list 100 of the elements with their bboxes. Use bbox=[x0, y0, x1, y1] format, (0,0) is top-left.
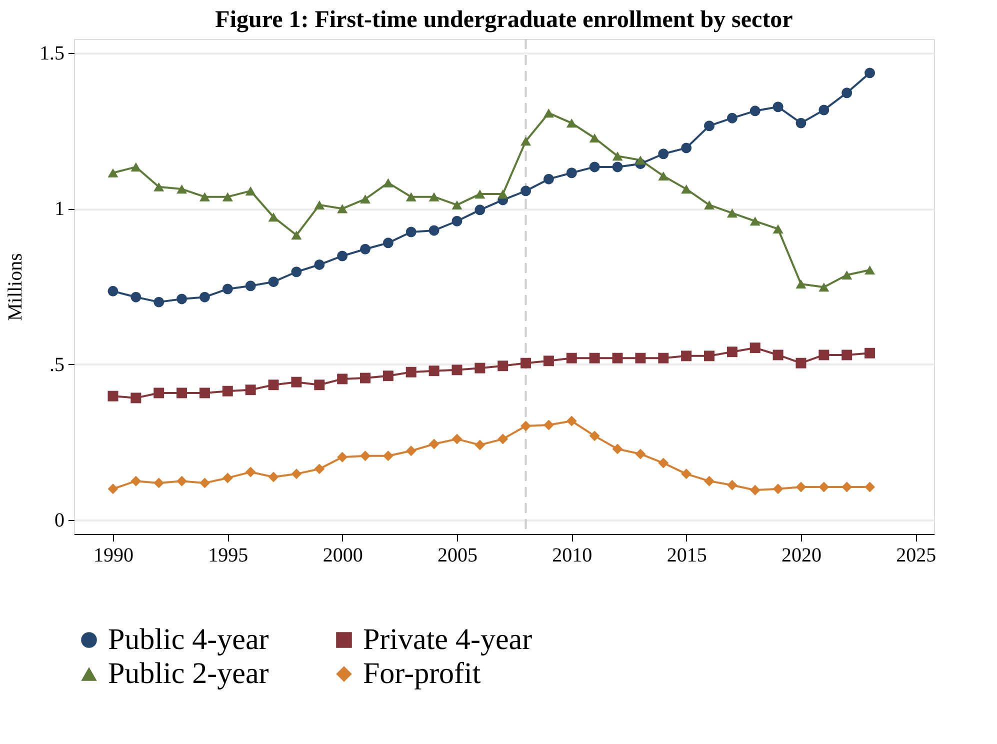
point bbox=[268, 212, 279, 222]
point bbox=[772, 484, 784, 494]
x-tick-label: 2020 bbox=[781, 544, 822, 566]
point bbox=[108, 484, 118, 494]
point bbox=[520, 186, 532, 196]
point bbox=[772, 102, 784, 112]
point bbox=[796, 482, 806, 492]
x-tick-label: 2010 bbox=[552, 544, 592, 566]
point bbox=[681, 184, 692, 194]
legend-label: Public 4-year bbox=[108, 623, 269, 656]
point bbox=[658, 171, 669, 181]
point bbox=[681, 468, 692, 480]
point bbox=[176, 476, 188, 486]
point bbox=[520, 136, 532, 146]
point bbox=[864, 482, 876, 492]
point bbox=[543, 174, 554, 184]
point bbox=[520, 420, 532, 432]
point bbox=[818, 104, 830, 116]
point bbox=[750, 106, 760, 116]
point bbox=[314, 464, 325, 474]
point bbox=[474, 204, 486, 216]
x-tick-label: 2025 bbox=[896, 544, 936, 566]
point bbox=[474, 362, 486, 374]
point bbox=[704, 476, 714, 486]
point bbox=[635, 156, 646, 165]
point bbox=[130, 476, 142, 486]
x-tick-label: 2015 bbox=[666, 544, 707, 566]
point bbox=[176, 294, 188, 304]
point bbox=[337, 204, 348, 214]
point bbox=[704, 200, 714, 210]
point bbox=[176, 184, 188, 194]
point bbox=[428, 225, 440, 236]
point bbox=[291, 468, 302, 480]
point bbox=[842, 350, 852, 360]
point bbox=[796, 118, 806, 128]
point bbox=[268, 276, 279, 288]
point bbox=[130, 392, 142, 404]
point bbox=[222, 472, 233, 484]
point bbox=[681, 142, 692, 154]
point bbox=[566, 352, 577, 364]
point bbox=[842, 482, 852, 492]
point bbox=[452, 364, 462, 376]
point bbox=[658, 352, 669, 364]
point bbox=[750, 342, 760, 354]
point bbox=[566, 118, 577, 128]
legend-label: For-profit bbox=[363, 657, 482, 690]
point bbox=[108, 390, 118, 402]
point bbox=[154, 296, 164, 308]
point bbox=[428, 366, 440, 376]
point bbox=[566, 416, 577, 426]
x-tick-label: 1995 bbox=[208, 544, 248, 566]
point bbox=[199, 292, 210, 302]
point bbox=[726, 480, 738, 490]
point bbox=[704, 120, 714, 132]
point bbox=[864, 348, 876, 358]
point bbox=[222, 386, 233, 396]
point bbox=[452, 216, 462, 226]
point bbox=[199, 478, 210, 488]
point bbox=[589, 430, 600, 442]
point bbox=[406, 192, 416, 202]
point bbox=[681, 350, 692, 362]
x-tick-label: 2005 bbox=[437, 544, 478, 566]
point bbox=[360, 450, 370, 462]
point bbox=[314, 380, 325, 390]
point bbox=[818, 350, 830, 360]
point bbox=[360, 244, 370, 254]
point bbox=[199, 388, 210, 398]
point bbox=[704, 350, 714, 362]
point bbox=[291, 230, 302, 240]
point bbox=[222, 284, 233, 294]
point bbox=[520, 358, 532, 368]
x-tick-label: 2000 bbox=[322, 544, 363, 566]
point bbox=[360, 372, 370, 384]
point bbox=[750, 216, 760, 226]
point bbox=[268, 380, 279, 390]
y-tick-label: .5 bbox=[50, 354, 64, 376]
y-axis-title: Millions bbox=[4, 252, 26, 321]
point bbox=[566, 168, 577, 178]
point bbox=[726, 208, 738, 218]
point bbox=[314, 259, 325, 270]
point bbox=[842, 270, 852, 280]
point bbox=[589, 162, 600, 172]
point bbox=[176, 388, 188, 398]
point bbox=[108, 286, 118, 296]
point bbox=[498, 360, 508, 372]
y-tick-label: 1.5 bbox=[40, 42, 64, 65]
point bbox=[245, 186, 256, 196]
point bbox=[428, 192, 440, 202]
point bbox=[382, 178, 394, 188]
y-tick-label: 0 bbox=[54, 509, 64, 532]
point bbox=[154, 388, 164, 398]
point bbox=[772, 350, 784, 360]
point bbox=[268, 472, 279, 482]
point bbox=[864, 265, 876, 275]
point bbox=[589, 352, 600, 364]
point bbox=[382, 238, 394, 248]
point bbox=[130, 292, 142, 302]
point bbox=[658, 148, 669, 160]
point bbox=[796, 279, 806, 289]
point bbox=[750, 484, 760, 496]
